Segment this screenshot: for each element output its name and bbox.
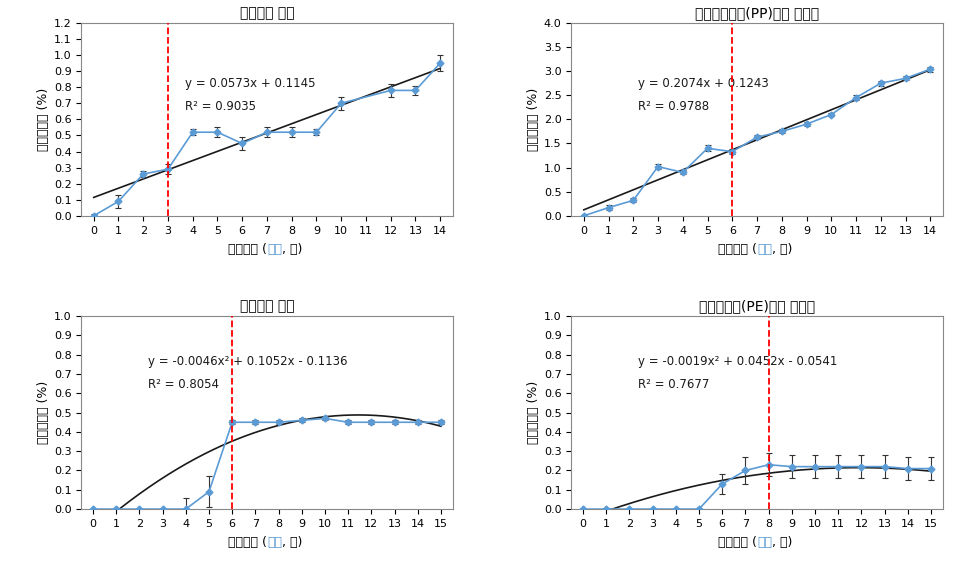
Text: 저온: 저온: [267, 536, 282, 549]
Title: 폴리에틸렌(PE)필름 대봉지: 폴리에틸렌(PE)필름 대봉지: [699, 300, 815, 313]
Text: 저온, 일): 저온, 일): [757, 243, 792, 256]
Text: 저장기간 (: 저장기간 (: [228, 243, 267, 256]
Title: 스티로폼 상자: 스티로폼 상자: [239, 6, 295, 21]
Text: 저장기간 (: 저장기간 (: [718, 243, 757, 256]
Text: y = 0.0573x + 0.1145: y = 0.0573x + 0.1145: [186, 77, 316, 90]
Text: R² = 0.9035: R² = 0.9035: [186, 100, 256, 113]
Text: 저장기간 (: 저장기간 (: [718, 536, 757, 549]
Text: y = -0.0046x² + 0.1052x - 0.1136: y = -0.0046x² + 0.1052x - 0.1136: [148, 355, 347, 368]
Y-axis label: 중량감소율 (%): 중량감소율 (%): [526, 381, 540, 444]
Text: R² = 0.9788: R² = 0.9788: [638, 100, 709, 113]
Text: , 일): , 일): [282, 536, 302, 549]
Title: 폴리프로필렌(PP)필름 소봉지: 폴리프로필렌(PP)필름 소봉지: [695, 6, 819, 21]
Text: 저온: 저온: [757, 243, 772, 256]
Text: 저온: 저온: [267, 243, 282, 256]
Title: 스티로폼 상자: 스티로폼 상자: [239, 300, 295, 313]
Text: y = 0.2074x + 0.1243: y = 0.2074x + 0.1243: [638, 77, 769, 90]
Y-axis label: 중량감소율 (%): 중량감소율 (%): [36, 88, 50, 151]
Text: R² = 0.8054: R² = 0.8054: [148, 378, 219, 391]
Y-axis label: 중량감소율 (%): 중량감소율 (%): [36, 381, 50, 444]
Text: , 일): , 일): [282, 243, 302, 256]
Text: R² = 0.7677: R² = 0.7677: [638, 378, 709, 391]
Text: y = -0.0019x² + 0.0452x - 0.0541: y = -0.0019x² + 0.0452x - 0.0541: [638, 355, 837, 368]
Text: , 일): , 일): [772, 536, 792, 549]
Y-axis label: 중량감소율 (%): 중량감소율 (%): [526, 88, 540, 151]
Text: 저온, 일): 저온, 일): [267, 536, 302, 549]
Text: 저온, 일): 저온, 일): [267, 243, 302, 256]
Text: 저온, 일): 저온, 일): [757, 536, 792, 549]
Text: 저장기간 (: 저장기간 (: [228, 536, 267, 549]
Text: 저온: 저온: [757, 536, 772, 549]
Text: , 일): , 일): [772, 243, 792, 256]
